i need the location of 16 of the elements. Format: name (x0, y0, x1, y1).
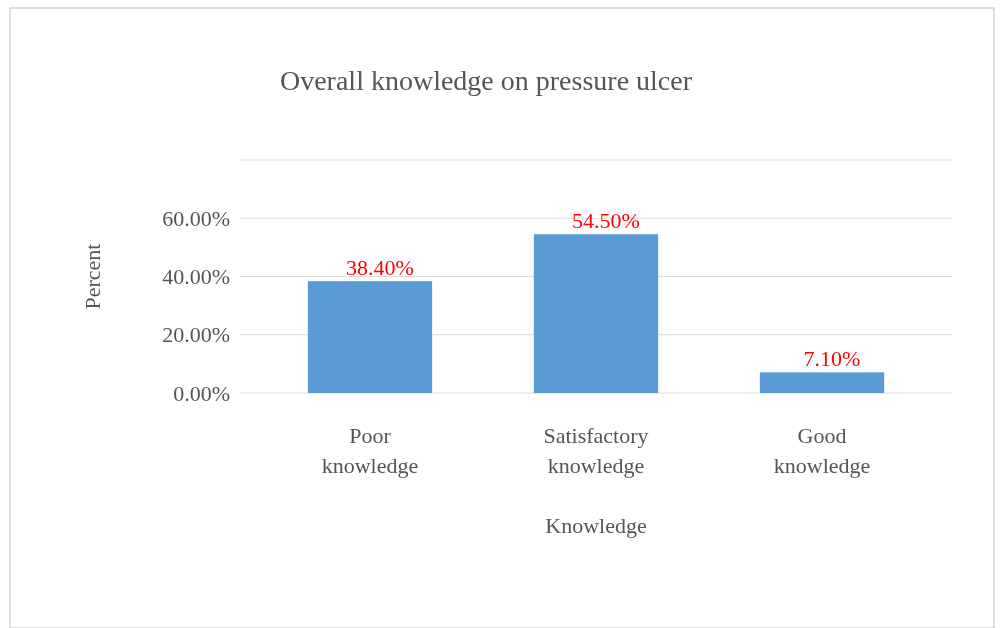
y-tick-label: 20.00% (162, 322, 230, 348)
x-tick-label: Satisfactory knowledge (543, 423, 649, 478)
y-axis-title: Percent (80, 243, 105, 310)
chart-title: Overall knowledge on pressure ulcer (279, 65, 693, 96)
y-tick-label: 40.00% (162, 264, 230, 290)
bar (533, 234, 659, 393)
x-tick-label: Poor knowledge (321, 423, 419, 478)
data-label: 38.40% (346, 255, 414, 281)
x-tick-label: Good knowledge (773, 423, 871, 478)
y-tick-label: 0.00% (173, 380, 230, 406)
y-tick-label: 60.00% (162, 205, 230, 231)
x-axis-title: Knowledge (545, 513, 647, 538)
data-label: 54.50% (572, 208, 640, 234)
bar (307, 281, 433, 393)
bar (759, 372, 885, 393)
data-label: 7.10% (803, 346, 861, 372)
